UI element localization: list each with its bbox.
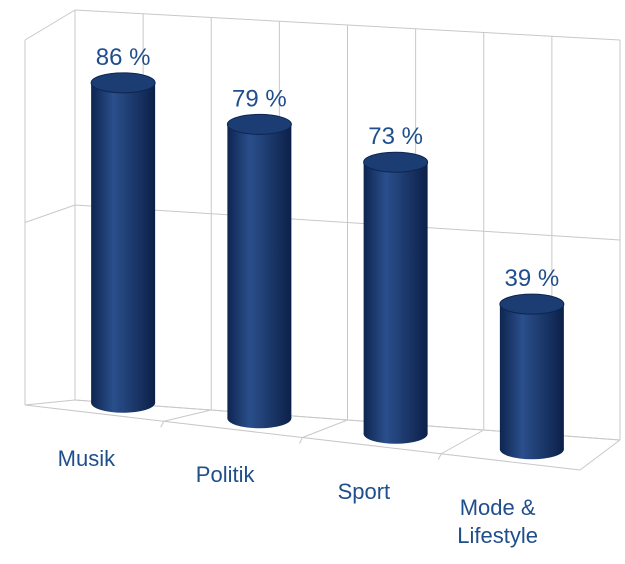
floor-tick xyxy=(437,453,442,460)
cylinder xyxy=(499,304,564,450)
cylinder-top xyxy=(90,72,156,94)
grid-line xyxy=(24,399,76,406)
floor-divider xyxy=(163,409,212,422)
grid-line xyxy=(24,204,76,223)
cylinder-top xyxy=(226,113,292,135)
cylinder xyxy=(91,82,156,403)
grid-line xyxy=(74,204,621,241)
grid-line xyxy=(24,9,76,41)
floor-tick xyxy=(299,437,303,444)
x-tick-label: Mode & Lifestyle xyxy=(457,494,538,548)
cylinder xyxy=(363,162,428,434)
x-tick-label: Politik xyxy=(195,462,255,488)
value-label: 86 % xyxy=(96,44,151,71)
floor-edge xyxy=(579,439,621,471)
value-label: 73 % xyxy=(368,123,423,150)
value-label: 79 % xyxy=(232,85,287,112)
x-tick-label: Musik xyxy=(57,446,116,472)
floor-tick xyxy=(160,421,165,428)
cylinder-top xyxy=(499,293,565,315)
value-label: 39 % xyxy=(505,265,560,292)
floor-divider xyxy=(441,429,484,455)
cylinder-top xyxy=(363,151,429,173)
cylinder xyxy=(227,124,292,419)
grid-line xyxy=(74,9,621,41)
floor-divider xyxy=(302,419,348,438)
x-tick-label: Sport xyxy=(337,478,391,504)
